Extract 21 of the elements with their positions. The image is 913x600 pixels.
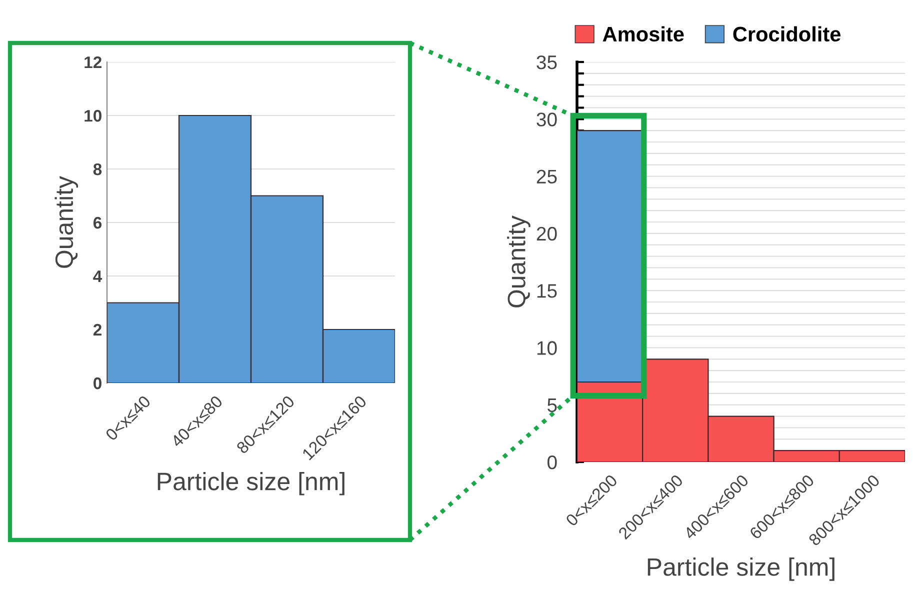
y-tick-label: 20 <box>536 226 557 241</box>
y-tick-label: 5 <box>548 398 557 412</box>
y-tick-label: 0 <box>548 455 557 470</box>
y-tick-label: 8 <box>93 163 102 176</box>
y-tick-label: 30 <box>536 112 557 126</box>
x-axis-title: Particle size [nm] <box>648 558 834 581</box>
y-tick-label: 25 <box>536 170 557 184</box>
y-tick-label: 4 <box>93 270 102 282</box>
y-tick-label: 2 <box>93 324 102 336</box>
y-tick-label: 0 <box>94 377 102 390</box>
y-tick-label: 35 <box>536 55 557 70</box>
y-axis-title: Quantity <box>507 215 530 308</box>
y-tick-label: 10 <box>537 341 557 355</box>
y-axis-title: Quantity <box>54 176 78 268</box>
y-tick-label: 12 <box>84 56 102 68</box>
legend-label: Amosite <box>602 26 684 42</box>
legend-label: Crocidolite <box>733 26 840 42</box>
y-tick-label: 6 <box>93 216 102 229</box>
y-tick-label: 10 <box>84 110 102 122</box>
y-tick-label: 15 <box>537 284 557 298</box>
x-axis-title: Particle size [nm] <box>158 472 344 496</box>
